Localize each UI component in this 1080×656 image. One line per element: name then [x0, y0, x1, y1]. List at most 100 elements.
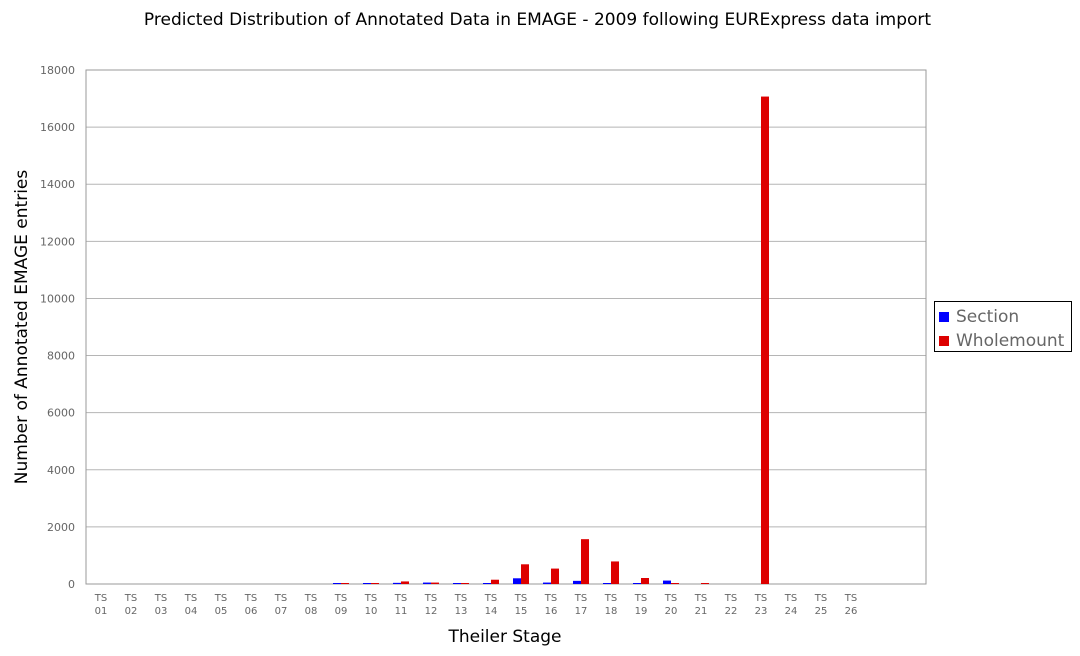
x-tick-label: TS	[274, 593, 287, 604]
x-tick-label: TS	[244, 593, 257, 604]
x-tick-label: 04	[185, 606, 198, 617]
x-tick-label: TS	[604, 593, 617, 604]
x-tick-label: 08	[305, 606, 318, 617]
x-tick-label: TS	[364, 593, 377, 604]
bar-section-13	[453, 583, 461, 584]
legend-swatch-section	[939, 312, 949, 322]
x-tick-label: TS	[754, 593, 767, 604]
bar-section-10	[363, 583, 371, 584]
bar-section-11	[393, 582, 401, 584]
x-axis-ticks: TS 01 TS 02 TS 03 TS 04 TS 05 TS 06 TS 07 TS 08 TS 09 TS 10…	[94, 593, 858, 617]
y-tick-label: 10000	[40, 292, 75, 305]
x-tick-label: 06	[245, 606, 258, 617]
bar-section-17	[573, 580, 581, 584]
x-tick-label: TS	[784, 593, 797, 604]
bar-wholemount-10	[371, 583, 379, 584]
bar-section-20	[663, 580, 671, 584]
x-tick-label: TS	[394, 593, 407, 604]
x-tick-label: 01	[95, 606, 108, 617]
gridlines	[86, 126, 926, 528]
x-tick-label: TS	[424, 593, 437, 604]
chart-title: Predicted Distribution of Annotated Data…	[143, 10, 932, 30]
x-tick-label: TS	[154, 593, 167, 604]
x-tick-label: TS	[664, 593, 677, 604]
x-tick-label: TS	[694, 593, 707, 604]
x-tick-label: TS	[844, 593, 857, 604]
bar-section-12	[423, 582, 431, 584]
bar-section-15	[513, 578, 521, 584]
x-tick-label: 12	[425, 606, 438, 617]
bar-wholemount-09	[341, 583, 349, 584]
bars	[333, 96, 769, 584]
x-tick-label: TS	[634, 593, 647, 604]
bar-wholemount-11	[401, 581, 409, 584]
x-tick-label: 20	[665, 606, 678, 617]
x-tick-label: TS	[574, 593, 587, 604]
x-tick-label: 25	[815, 606, 828, 617]
y-tick-label: 18000	[40, 64, 75, 77]
y-tick-label: 8000	[47, 350, 75, 363]
legend-item-section: Section	[939, 306, 1019, 328]
y-tick-label: 4000	[47, 464, 75, 477]
bar-wholemount-18	[611, 561, 619, 584]
legend-label-wholemount: Wholemount	[956, 331, 1065, 351]
y-tick-label: 6000	[47, 407, 75, 420]
x-tick-label: 03	[155, 606, 168, 617]
y-tick-label: 2000	[47, 521, 75, 534]
x-tick-label: 09	[335, 606, 348, 617]
bar-wholemount-17	[581, 539, 589, 584]
y-tick-label: 16000	[40, 121, 75, 134]
legend: Section Wholemount	[934, 301, 1072, 352]
x-tick-label: 16	[545, 606, 558, 617]
x-tick-label: 26	[845, 606, 858, 617]
x-tick-label: 18	[605, 606, 618, 617]
bar-section-19	[633, 583, 641, 584]
x-tick-label: TS	[94, 593, 107, 604]
bar-wholemount-14	[491, 579, 499, 584]
bar-wholemount-19	[641, 578, 649, 584]
bar-wholemount-23	[761, 96, 769, 584]
x-tick-label: 24	[785, 606, 798, 617]
y-tick-label: 14000	[40, 178, 75, 191]
x-tick-label: 13	[455, 606, 468, 617]
x-tick-label: 19	[635, 606, 648, 617]
x-tick-label: TS	[214, 593, 227, 604]
x-tick-label: 05	[215, 606, 228, 617]
x-tick-label: TS	[814, 593, 827, 604]
x-tick-label: 21	[695, 606, 708, 617]
bar-wholemount-21	[701, 583, 709, 584]
x-tick-label: TS	[544, 593, 557, 604]
x-tick-label: 14	[485, 606, 498, 617]
x-tick-label: TS	[514, 593, 527, 604]
x-tick-label: TS	[334, 593, 347, 604]
bar-section-14	[483, 583, 491, 584]
bar-section-18	[603, 583, 611, 584]
legend-label-section: Section	[956, 307, 1020, 327]
x-tick-label: 23	[755, 606, 768, 617]
x-tick-label: 15	[515, 606, 528, 617]
x-tick-label: 17	[575, 606, 588, 617]
y-tick-label: 12000	[40, 235, 75, 248]
x-tick-label: TS	[184, 593, 197, 604]
y-tick-label: 0	[68, 578, 75, 591]
x-tick-label: TS	[304, 593, 317, 604]
plot-area	[85, 69, 927, 585]
y-axis-label: Number of Annotated EMAGE entries	[12, 170, 32, 485]
legend-item-wholemount: Wholemount	[939, 330, 1064, 352]
x-tick-label: TS	[484, 593, 497, 604]
bar-wholemount-16	[551, 568, 559, 584]
legend-swatch-wholemount	[939, 336, 949, 346]
x-tick-label: TS	[124, 593, 137, 604]
x-tick-label: TS	[724, 593, 737, 604]
x-tick-label: 07	[275, 606, 288, 617]
x-tick-label: 02	[125, 606, 138, 617]
x-tick-label: TS	[454, 593, 467, 604]
x-tick-label: 11	[395, 606, 408, 617]
x-tick-label: 22	[725, 606, 738, 617]
x-axis-label: Theiler Stage	[447, 627, 561, 647]
bar-section-16	[543, 582, 551, 584]
y-axis-ticks: 0 2000 4000 6000 8000 10000 12000 14000 16000 180…	[40, 64, 75, 591]
bar-section-09	[333, 583, 341, 584]
bar-wholemount-20	[671, 583, 679, 584]
